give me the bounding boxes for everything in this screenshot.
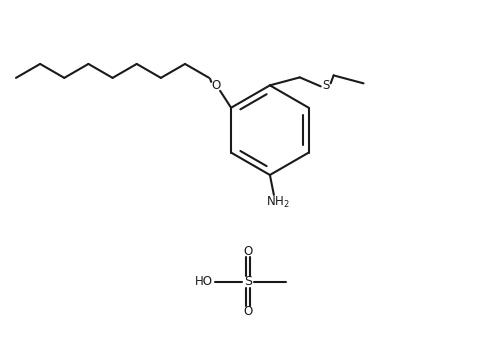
Text: HO: HO [195, 275, 213, 288]
Text: S: S [244, 275, 252, 288]
Text: O: O [212, 79, 221, 92]
Text: O: O [244, 245, 253, 258]
Text: O: O [244, 305, 253, 318]
Text: S: S [322, 79, 329, 92]
Text: NH$_2$: NH$_2$ [266, 195, 290, 210]
